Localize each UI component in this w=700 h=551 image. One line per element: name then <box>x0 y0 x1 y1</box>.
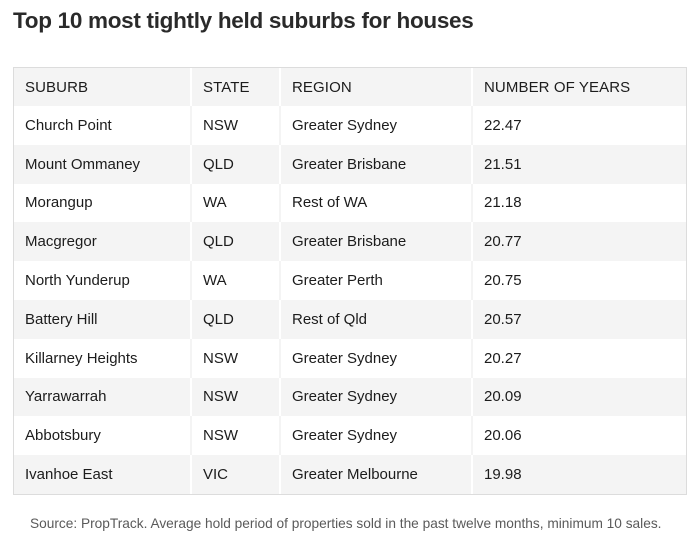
header-state: STATE <box>190 68 280 106</box>
cell-number-of-years: 20.06 <box>471 416 686 456</box>
cell-region: Rest of Qld <box>279 299 472 339</box>
cell-number-of-years: 20.27 <box>471 338 686 378</box>
table-row: Battery Hill QLD Rest of Qld 20.57 <box>14 299 686 339</box>
source-note: Source: PropTrack. Average hold period o… <box>30 516 662 531</box>
table-row: Mount Ommaney QLD Greater Brisbane 21.51 <box>14 144 686 184</box>
cell-number-of-years: 21.18 <box>471 183 686 223</box>
cell-state: WA <box>190 183 280 223</box>
cell-state: QLD <box>190 144 280 184</box>
table-header: SUBURB STATE REGION NUMBER OF YEARS <box>14 68 686 106</box>
cell-suburb: Battery Hill <box>25 310 98 328</box>
header-row: SUBURB STATE REGION NUMBER OF YEARS <box>14 68 686 106</box>
suburbs-table: SUBURB STATE REGION NUMBER OF YEARS Chur… <box>14 68 686 494</box>
cell-suburb: Yarrawarrah <box>25 388 107 406</box>
cell-number-of-years: 19.98 <box>471 455 686 494</box>
cell-state: NSW <box>190 416 280 456</box>
cell-state: WA <box>190 261 280 300</box>
table-row: Macgregor QLD Greater Brisbane 20.77 <box>14 222 686 262</box>
cell-suburb: Ivanhoe East <box>25 466 113 484</box>
cell-state: NSW <box>190 106 280 145</box>
cell-suburb: Killarney Heights <box>25 349 138 367</box>
cell-suburb: Abbotsbury <box>25 427 101 445</box>
cell-number-of-years: 22.47 <box>471 106 686 145</box>
cell-suburb: Church Point <box>25 116 112 134</box>
cell-region: Greater Brisbane <box>279 222 472 262</box>
cell-region: Greater Sydney <box>279 377 472 417</box>
cell-state: QLD <box>190 222 280 262</box>
cell-region: Greater Melbourne <box>279 455 472 494</box>
page-title: Top 10 most tightly held suburbs for hou… <box>13 8 474 33</box>
cell-suburb: North Yunderup <box>25 272 130 290</box>
cell-number-of-years: 20.75 <box>471 261 686 300</box>
cell-number-of-years: 20.57 <box>471 299 686 339</box>
table-row: Morangup WA Rest of WA 21.18 <box>14 183 686 223</box>
table-row: Killarney Heights NSW Greater Sydney 20.27 <box>14 338 686 378</box>
cell-suburb: Mount Ommaney <box>25 155 141 173</box>
table-row: Ivanhoe East VIC Greater Melbourne 19.98 <box>14 455 686 494</box>
cell-region: Greater Sydney <box>279 338 472 378</box>
table-row: North Yunderup WA Greater Perth 20.75 <box>14 261 686 300</box>
cell-number-of-years: 21.51 <box>471 144 686 184</box>
cell-region: Rest of WA <box>279 183 472 223</box>
cell-state: NSW <box>190 377 280 417</box>
cell-number-of-years: 20.77 <box>471 222 686 262</box>
table-row: Abbotsbury NSW Greater Sydney 20.06 <box>14 416 686 456</box>
cell-state: NSW <box>190 338 280 378</box>
cell-suburb: Morangup <box>25 194 93 212</box>
table-body: Church Point NSW Greater Sydney 22.47 Mount … <box>14 106 686 494</box>
header-suburb: SUBURB <box>25 78 89 96</box>
header-number-of-years: NUMBER OF YEARS <box>471 68 686 106</box>
table-row: Yarrawarrah NSW Greater Sydney 20.09 <box>14 377 686 417</box>
cell-number-of-years: 20.09 <box>471 377 686 417</box>
cell-region: Greater Brisbane <box>279 144 472 184</box>
cell-region: Greater Perth <box>279 261 472 300</box>
cell-region: Greater Sydney <box>279 106 472 145</box>
header-region: REGION <box>279 68 472 106</box>
cell-state: VIC <box>190 455 280 494</box>
cell-state: QLD <box>190 299 280 339</box>
cell-suburb: Macgregor <box>25 233 97 251</box>
data-table-container: SUBURB STATE REGION NUMBER OF YEARS Chur… <box>13 67 687 495</box>
table-row: Church Point NSW Greater Sydney 22.47 <box>14 106 686 145</box>
cell-region: Greater Sydney <box>279 416 472 456</box>
